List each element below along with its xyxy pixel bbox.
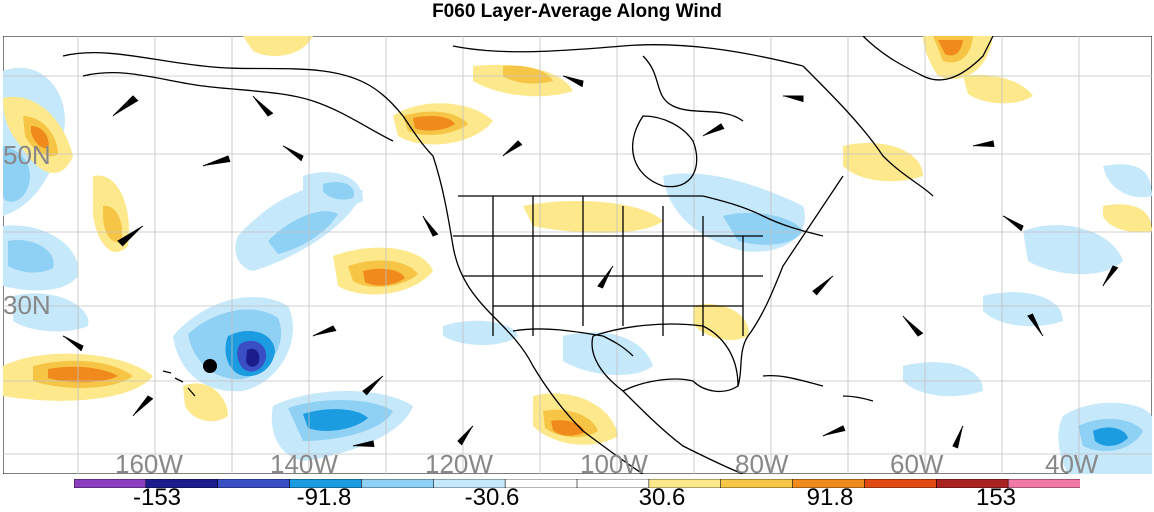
lat-label-30n: 30N [3, 290, 51, 320]
positive-region [963, 74, 1033, 104]
positive-region [693, 304, 749, 341]
colorbar-label-0: -153 [132, 484, 182, 511]
lon-label-100w: 100W [580, 449, 648, 474]
positive-region [503, 65, 553, 84]
map-canvas: 50N 30N 160W 140W 120W 100W 80W 60W 40W [3, 36, 1152, 474]
positive-region [1103, 204, 1152, 233]
positive-region [843, 142, 923, 182]
lon-label-80w: 80W [735, 449, 789, 474]
wind-barb-layer [62, 75, 1119, 449]
positive-region [413, 116, 455, 131]
negative-region [8, 240, 54, 273]
colorbar [74, 479, 1080, 488]
negative-region [13, 293, 89, 332]
colorbar-swatch [217, 479, 291, 488]
colorbar-label-1: -91.8 [296, 484, 352, 511]
lon-label-140w: 140W [270, 449, 338, 474]
colorbar-label-2: -30.6 [464, 484, 520, 511]
lat-label-50n: 50N [3, 140, 51, 170]
colorbar-swatch [864, 479, 938, 488]
colorbar-label-5: 153 [975, 484, 1017, 511]
negative-region [903, 362, 983, 397]
lon-label-160w: 160W [115, 449, 183, 474]
negative-region [1093, 427, 1128, 446]
negative-region [443, 320, 518, 345]
lon-label-60w: 60W [890, 449, 944, 474]
map-panel: 50N 30N 160W 140W 120W 100W 80W 60W 40W [3, 36, 1152, 474]
positive-region [363, 268, 405, 286]
colorbar-swatch [361, 479, 435, 488]
negative-region [268, 211, 338, 254]
chart-title: F060 Layer-Average Along Wind [432, 1, 722, 22]
positive-region [183, 383, 228, 422]
positive-region [31, 126, 49, 149]
negative-region [1023, 225, 1123, 275]
colorbar-svg [74, 479, 1080, 488]
coastline-layer [62, 36, 994, 474]
negative-region [323, 181, 354, 200]
negative-region [3, 146, 31, 202]
colorbar-swatch [1007, 479, 1080, 488]
latlon-grid [3, 36, 1152, 474]
positive-region [938, 40, 963, 56]
colorbar-swatch [720, 479, 794, 488]
positive-region [523, 201, 663, 233]
lon-label-40w: 40W [1045, 449, 1099, 474]
positive-region [48, 366, 118, 383]
positive-region [243, 36, 313, 56]
negative-region [246, 348, 260, 367]
positive-region [103, 205, 123, 242]
negative-region [563, 332, 653, 376]
location-marker [203, 359, 217, 373]
negative-region [303, 409, 368, 431]
colorbar-label-4: 91.8 [806, 484, 854, 511]
lon-label-120w: 120W [425, 449, 493, 474]
negative-region [1103, 164, 1152, 198]
colorbar-label-3: 30.6 [638, 484, 686, 511]
negative-region [983, 292, 1063, 327]
